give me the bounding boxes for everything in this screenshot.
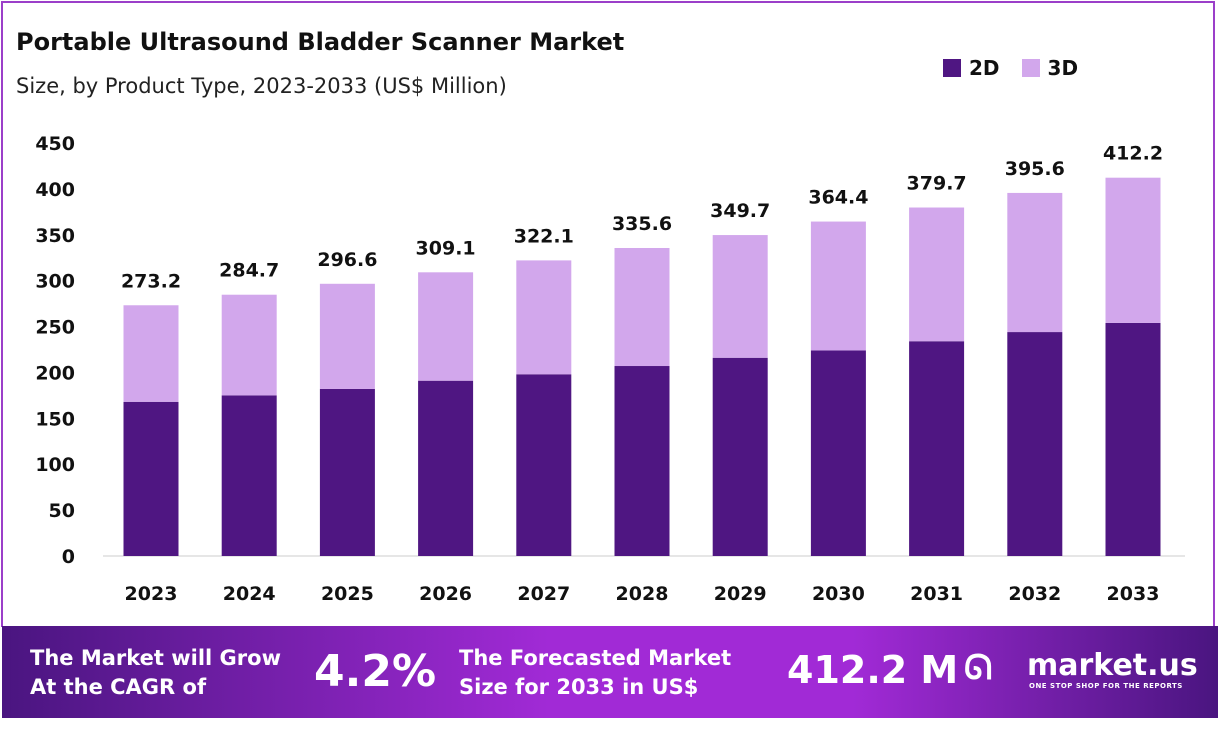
bar-3d-2032 — [1007, 192, 1063, 333]
bar-3d-2028 — [614, 247, 670, 367]
total-label: 335.6 — [612, 213, 672, 235]
legend-item-3d: 3D — [1021, 56, 1078, 80]
y-tick-label: 450 — [35, 133, 75, 155]
bar-3d-2030 — [810, 221, 866, 351]
y-tick-label: 0 — [62, 546, 75, 568]
total-label: 364.4 — [808, 187, 868, 209]
total-label: 273.2 — [121, 270, 181, 292]
total-label: 296.6 — [317, 249, 377, 271]
bar-3d-2031 — [909, 207, 965, 342]
x-tick-label: 2030 — [812, 583, 865, 605]
x-tick-label: 2024 — [223, 583, 276, 605]
bar-2d-2025 — [319, 388, 375, 556]
bar-2d-2029 — [712, 357, 768, 556]
legend: 2D 3D — [943, 56, 1078, 80]
x-tick-label: 2031 — [910, 583, 963, 605]
cagr-label: The Market will Grow At the CAGR of — [30, 646, 281, 699]
y-tick-label: 300 — [35, 271, 75, 293]
bar-3d-2029 — [712, 235, 768, 358]
bar-2d-2032 — [1007, 332, 1063, 556]
bar-2d-2033 — [1105, 322, 1161, 556]
y-tick-label: 200 — [35, 362, 75, 384]
x-tick-label: 2033 — [1107, 583, 1160, 605]
logo-text: market.us — [1027, 648, 1198, 683]
bar-2d-2031 — [909, 341, 965, 556]
x-tick-label: 2032 — [1008, 583, 1061, 605]
forecast-label: The Forecasted Market Size for 2033 in US… — [459, 646, 732, 699]
bar-2d-2030 — [810, 350, 866, 556]
bar-3d-2026 — [418, 272, 474, 381]
bar-2d-2027 — [516, 374, 572, 556]
chart-subtitle: Size, by Product Type, 2023-2033 (US$ Mi… — [16, 74, 507, 98]
chart-title: Portable Ultrasound Bladder Scanner Mark… — [16, 28, 625, 56]
y-tick-label: 400 — [35, 179, 75, 201]
bar-3d-2025 — [319, 283, 375, 389]
x-tick-label: 2029 — [714, 583, 767, 605]
logo-tagline: ONE STOP SHOP FOR THE REPORTS — [1029, 682, 1183, 690]
bar-2d-2028 — [614, 366, 670, 556]
x-tick-label: 2023 — [125, 583, 178, 605]
total-label: 322.1 — [514, 225, 574, 247]
summary-banner: The Market will Grow At the CAGR of 4.2% … — [2, 626, 1218, 718]
bar-chart: 0 50 100 150 200 250 300 350 400 450 273.2 2023 284.… — [35, 133, 1185, 605]
y-tick-label: 350 — [35, 225, 75, 247]
x-tick-label: 2026 — [419, 583, 472, 605]
y-tick-label: 250 — [35, 317, 75, 339]
total-label: 349.7 — [710, 200, 770, 222]
legend-item-2d: 2D — [943, 56, 1000, 80]
forecast-value: 412.2 M — [787, 648, 959, 692]
total-label: 412.2 — [1103, 143, 1163, 165]
y-tick-label: 150 — [35, 408, 75, 430]
logo-icon: ᘏ — [964, 648, 993, 688]
bar-2d-2024 — [221, 395, 277, 556]
cagr-value: 4.2% — [314, 646, 437, 697]
y-tick-label: 50 — [49, 500, 75, 522]
bar-3d-2033 — [1105, 177, 1161, 323]
x-tick-label: 2027 — [517, 583, 570, 605]
bar-3d-2027 — [516, 260, 572, 375]
bar-2d-2026 — [418, 380, 474, 556]
y-tick-label: 100 — [35, 454, 75, 476]
bar-3d-2024 — [221, 294, 277, 396]
total-label: 309.1 — [416, 237, 476, 259]
total-label: 284.7 — [219, 260, 279, 282]
total-label: 379.7 — [907, 173, 967, 195]
x-tick-label: 2025 — [321, 583, 374, 605]
x-tick-label: 2028 — [616, 583, 669, 605]
total-label: 395.6 — [1005, 158, 1065, 180]
bar-3d-2023 — [123, 305, 179, 402]
chart-frame — [1, 1, 1215, 627]
bar-2d-2023 — [123, 401, 179, 556]
